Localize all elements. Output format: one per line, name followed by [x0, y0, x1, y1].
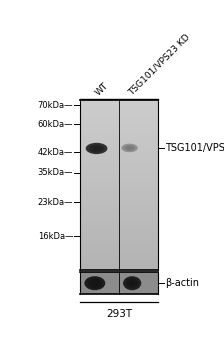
Bar [80, 264, 158, 267]
Text: 35kDa—: 35kDa— [38, 168, 73, 177]
Ellipse shape [124, 145, 135, 151]
Bar [80, 120, 158, 122]
Bar [80, 128, 158, 131]
Bar [80, 140, 158, 142]
Bar [80, 156, 158, 159]
Bar [80, 145, 158, 148]
Bar [80, 256, 158, 258]
Bar [80, 250, 158, 253]
Bar [80, 196, 158, 199]
Bar [80, 224, 158, 227]
Text: 23kDa—: 23kDa— [38, 198, 73, 207]
Bar [80, 154, 158, 156]
Ellipse shape [88, 278, 102, 288]
Bar [80, 227, 158, 230]
Bar [80, 208, 158, 210]
Bar [80, 148, 158, 151]
Bar [80, 142, 158, 145]
Bar [80, 216, 158, 219]
Text: 16kDa—: 16kDa— [38, 232, 73, 240]
Bar [80, 222, 158, 224]
Text: 70kDa—: 70kDa— [38, 101, 73, 110]
Ellipse shape [84, 276, 105, 290]
Bar [80, 162, 158, 165]
Bar [80, 137, 158, 140]
Bar [80, 165, 158, 168]
Bar [80, 168, 158, 171]
Bar [80, 188, 158, 190]
Bar [80, 174, 158, 176]
Bar [80, 114, 158, 117]
Bar [80, 244, 158, 247]
Bar [80, 179, 158, 182]
Ellipse shape [126, 278, 138, 288]
Bar [80, 213, 158, 216]
Bar [80, 230, 158, 233]
Bar [80, 125, 158, 128]
Ellipse shape [91, 280, 99, 286]
Ellipse shape [123, 276, 141, 290]
Bar [80, 134, 158, 137]
Bar [80, 193, 158, 196]
Ellipse shape [89, 145, 104, 152]
Bar [80, 241, 158, 244]
Text: β-actin: β-actin [165, 278, 199, 288]
Bar [80, 247, 158, 250]
Bar [80, 185, 158, 188]
Bar [80, 205, 158, 208]
Bar [80, 151, 158, 154]
Bar [80, 100, 158, 103]
Text: WT: WT [94, 81, 110, 97]
Text: TSG101/VPS23 KD: TSG101/VPS23 KD [127, 33, 192, 97]
Bar [80, 210, 158, 213]
Bar [80, 171, 158, 174]
Bar [80, 253, 158, 256]
Ellipse shape [92, 146, 101, 151]
Bar [80, 199, 158, 202]
Bar [80, 190, 158, 193]
Ellipse shape [129, 280, 136, 286]
Text: TSG101/VPS23: TSG101/VPS23 [165, 143, 224, 153]
Bar [80, 131, 158, 134]
Text: 60kDa—: 60kDa— [38, 120, 73, 129]
Bar [80, 272, 158, 294]
Bar [80, 258, 158, 261]
Text: 293T: 293T [106, 309, 132, 319]
Bar [80, 176, 158, 179]
Bar [80, 108, 158, 111]
Bar [80, 233, 158, 236]
Bar [80, 117, 158, 120]
Bar [80, 106, 158, 108]
Bar [80, 219, 158, 222]
Bar [80, 103, 158, 106]
Ellipse shape [126, 146, 133, 150]
Text: 42kDa—: 42kDa— [38, 148, 73, 157]
Ellipse shape [86, 143, 108, 154]
Ellipse shape [121, 144, 138, 152]
Bar [80, 159, 158, 162]
Bar [80, 122, 158, 125]
Bar [80, 261, 158, 264]
Bar [80, 236, 158, 239]
Bar [80, 239, 158, 241]
Bar [80, 202, 158, 205]
Bar [80, 111, 158, 114]
Bar [80, 267, 158, 270]
Bar [80, 182, 158, 185]
